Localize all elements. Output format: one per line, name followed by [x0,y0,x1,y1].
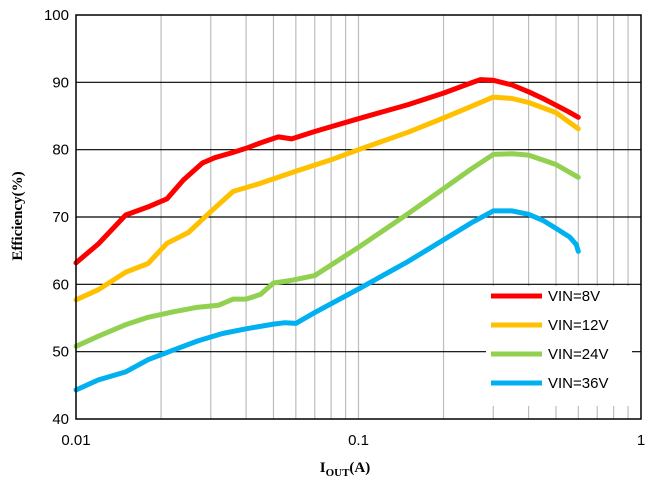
x-tick-label: 1 [637,432,645,449]
y-tick-label: 40 [52,411,69,428]
y-tick-label: 60 [52,276,69,293]
x-axis-title-main: I [320,460,326,476]
y-tick-label: 50 [52,344,69,361]
y-tick-label: 100 [44,7,69,24]
legend-label-vin-12v: VIN=12V [548,317,608,334]
legend-label-vin-36v: VIN=36V [548,375,608,392]
y-tick-label: 70 [52,209,69,226]
series-lines [73,77,581,393]
legend-background [486,286,632,406]
x-axis-title: IOUT(A) [320,460,371,479]
series-line-vin-24v [73,151,581,349]
series-line-vin-8v [73,77,581,266]
x-axis-title-tail: (A) [349,460,370,476]
x-axis-title-sub: OUT [326,467,351,479]
tick-labels: 40 50 60 70 80 90 100 0.01 0.1 1 [44,7,645,449]
series-line-vin-36v [73,208,581,393]
y-tick-label: 80 [52,142,69,159]
legend: VIN=8V VIN=12V VIN=24V VIN=36V [486,286,632,406]
legend-label-vin-8v: VIN=8V [548,288,600,305]
x-tick-label: 0.1 [348,432,369,449]
y-axis-title: Efficiency(%) [10,171,26,260]
legend-label-vin-24v: VIN=24V [548,346,608,363]
y-tick-label: 90 [52,74,69,91]
series-line-vin-12v [73,94,581,303]
x-tick-label: 0.01 [61,432,90,449]
plot-area-border [75,14,642,420]
